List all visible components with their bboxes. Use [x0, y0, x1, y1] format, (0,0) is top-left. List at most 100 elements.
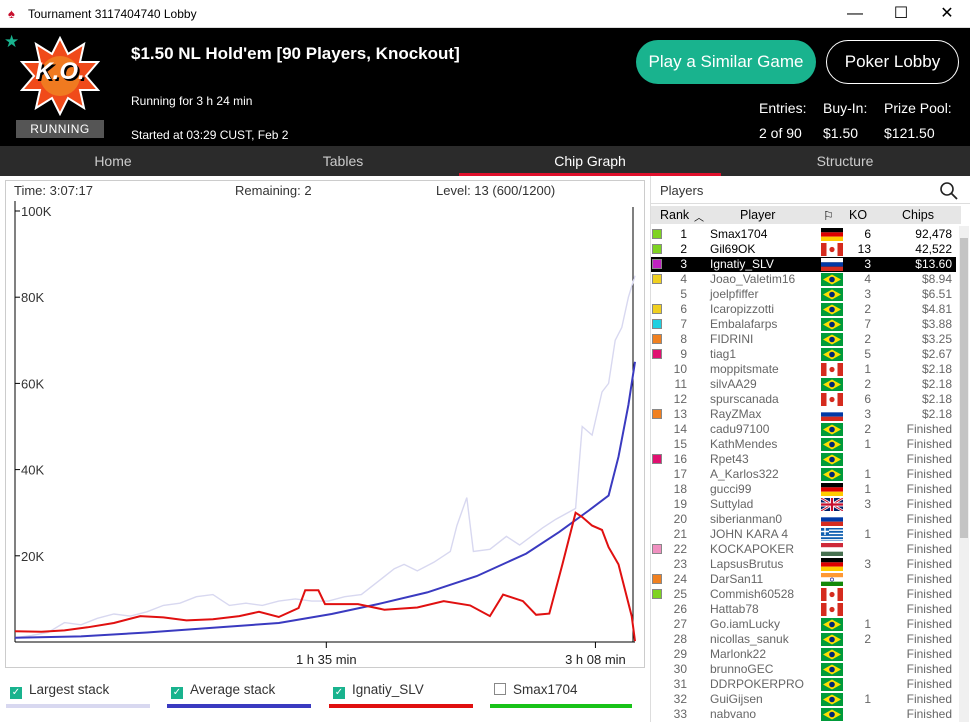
- window-title: Tournament 3117404740 Lobby: [28, 7, 197, 21]
- player-name: Joao_Valetim16: [710, 272, 796, 286]
- player-row[interactable]: 32 GuiGijsen 1 Finished: [651, 692, 956, 707]
- player-row[interactable]: 1 Smax1704 6 92,478: [651, 227, 956, 242]
- sort-asc-icon[interactable]: ︿: [694, 213, 704, 224]
- player-row[interactable]: 21 JOHN KARA 4 1 Finished: [651, 527, 956, 542]
- player-row[interactable]: 7 Embalafarps 7 $3.88: [651, 317, 956, 332]
- player-rank: 12: [673, 392, 687, 406]
- flag-column-icon[interactable]: ⚐: [823, 209, 835, 223]
- player-row[interactable]: 26 Hattab78 Finished: [651, 602, 956, 617]
- player-row[interactable]: 8 FIDRINI 2 $3.25: [651, 332, 956, 347]
- br-flag-icon: [821, 708, 843, 721]
- legend-checkbox[interactable]: ✓: [333, 687, 345, 699]
- player-ko: 2: [864, 377, 871, 391]
- player-row[interactable]: 30 brunnoGEC Finished: [651, 662, 956, 677]
- players-column-header: Rank ︿ Player ⚐ KO Chips: [651, 206, 961, 224]
- scrollbar-thumb[interactable]: [960, 238, 968, 538]
- player-color-marker[interactable]: [652, 574, 662, 584]
- play-similar-button[interactable]: Play a Similar Game: [636, 40, 816, 84]
- player-color-marker[interactable]: [652, 349, 662, 359]
- tab-home[interactable]: Home: [94, 153, 132, 169]
- player-chips: Finished: [906, 542, 952, 556]
- player-row[interactable]: 28 nicollas_sanuk 2 Finished: [651, 632, 956, 647]
- player-row[interactable]: 23 LapsusBrutus 3 Finished: [651, 557, 956, 572]
- player-row[interactable]: 24 DarSan11 Finished: [651, 572, 956, 587]
- minimize-button[interactable]: —: [847, 5, 863, 22]
- col-chips[interactable]: Chips: [902, 208, 934, 222]
- legend-item[interactable]: ✓ Largest stack: [10, 682, 109, 699]
- player-row[interactable]: 9 tiag1 5 $2.67: [651, 347, 956, 362]
- tab-structure[interactable]: Structure: [816, 153, 874, 169]
- player-color-marker[interactable]: [652, 304, 662, 314]
- player-row[interactable]: 18 gucci99 1 Finished: [651, 482, 956, 497]
- player-row[interactable]: 6 Icaropizzotti 2 $4.81: [651, 302, 956, 317]
- player-rank: 25: [673, 587, 687, 601]
- legend-checkbox[interactable]: ✓: [10, 687, 22, 699]
- player-row[interactable]: 15 KathMendes 1 Finished: [651, 437, 956, 452]
- player-row[interactable]: 17 A_Karlos322 1 Finished: [651, 467, 956, 482]
- player-color-marker[interactable]: [652, 544, 662, 554]
- players-scrollbar[interactable]: [959, 226, 969, 722]
- player-chips: $3.25: [921, 332, 952, 346]
- player-color-marker[interactable]: [652, 319, 662, 329]
- graph-time: Time: 3:07:17: [14, 183, 94, 198]
- tab-chip-graph[interactable]: Chip Graph: [459, 146, 721, 176]
- legend-checkbox[interactable]: ✓: [171, 687, 183, 699]
- y-tick-label: 20K: [21, 549, 44, 564]
- player-row[interactable]: 11 silvAA29 2 $2.18: [651, 377, 956, 392]
- player-row[interactable]: 4 Joao_Valetim16 4 $8.94: [651, 272, 956, 287]
- player-rank: 20: [673, 512, 687, 526]
- maximize-button[interactable]: ☐: [893, 5, 909, 22]
- y-tick-label: 80K: [21, 290, 44, 305]
- player-rank: 6: [680, 302, 687, 316]
- player-row[interactable]: 31 DDRPOKERPRO Finished: [651, 677, 956, 692]
- player-color-marker[interactable]: [652, 409, 662, 419]
- player-chips: $6.51: [921, 287, 952, 301]
- player-ko: 2: [864, 422, 871, 436]
- player-row[interactable]: 33 nabvano Finished: [651, 707, 956, 722]
- player-color-marker[interactable]: [652, 589, 662, 599]
- player-row[interactable]: 12 spurscanada 6 $2.18: [651, 392, 956, 407]
- legend-checkbox[interactable]: [494, 683, 506, 695]
- col-rank[interactable]: Rank: [660, 208, 690, 222]
- tab-tables[interactable]: Tables: [322, 153, 364, 169]
- player-rank: 16: [673, 452, 687, 466]
- player-row[interactable]: 14 cadu97100 2 Finished: [651, 422, 956, 437]
- poker-lobby-button[interactable]: Poker Lobby: [826, 40, 959, 84]
- col-ko[interactable]: KO: [849, 208, 868, 222]
- player-color-marker[interactable]: [652, 334, 662, 344]
- player-color-marker[interactable]: [652, 454, 662, 464]
- legend-item[interactable]: ✓ Average stack: [171, 682, 275, 699]
- player-rank: 2: [680, 242, 687, 256]
- player-chips: $13.60: [915, 257, 952, 271]
- player-chips: Finished: [906, 527, 952, 541]
- legend-item[interactable]: Smax1704: [494, 682, 578, 697]
- player-row[interactable]: 5 joelpfiffer 3 $6.51: [651, 287, 956, 302]
- player-color-marker[interactable]: [652, 259, 662, 269]
- player-chips: $3.88: [921, 317, 952, 331]
- player-color-marker[interactable]: [652, 229, 662, 239]
- player-row[interactable]: 10 moppitsmate 1 $2.18: [651, 362, 956, 377]
- player-row[interactable]: 2 Gil69OK 13 42,522: [651, 242, 956, 257]
- col-player[interactable]: Player: [740, 208, 776, 222]
- player-color-marker[interactable]: [652, 274, 662, 284]
- player-row[interactable]: 22 KOCKAPOKER Finished: [651, 542, 956, 557]
- player-row[interactable]: 13 RayZMax 3 $2.18: [651, 407, 956, 422]
- player-row[interactable]: 16 Rpet43 Finished: [651, 452, 956, 467]
- player-row[interactable]: 20 siberianman0 Finished: [651, 512, 956, 527]
- close-button[interactable]: ✕: [940, 5, 954, 22]
- player-row[interactable]: 27 Go.iamLucky 1 Finished: [651, 617, 956, 632]
- player-row[interactable]: 19 Suttylad 3 Finished: [651, 497, 956, 512]
- legend-item[interactable]: ✓ Ignatiy_SLV: [333, 682, 424, 699]
- x-tick-label: 1 h 35 min: [296, 652, 357, 667]
- player-chips: $2.18: [921, 407, 952, 421]
- favorite-star-icon[interactable]: ★: [4, 32, 20, 51]
- player-row[interactable]: 29 Marlonk22 Finished: [651, 647, 956, 662]
- player-row[interactable]: 25 Commish60528 Finished: [651, 587, 956, 602]
- search-icon[interactable]: [939, 181, 959, 201]
- player-row[interactable]: 3 Ignatiy_SLV 3 $13.60: [651, 257, 956, 272]
- player-rank: 21: [673, 527, 687, 541]
- player-color-marker[interactable]: [652, 244, 662, 254]
- logo-text: K.O.: [35, 58, 85, 85]
- player-rank: 19: [673, 497, 687, 511]
- started-time: Started at 03:29 CUST, Feb 2: [131, 128, 289, 142]
